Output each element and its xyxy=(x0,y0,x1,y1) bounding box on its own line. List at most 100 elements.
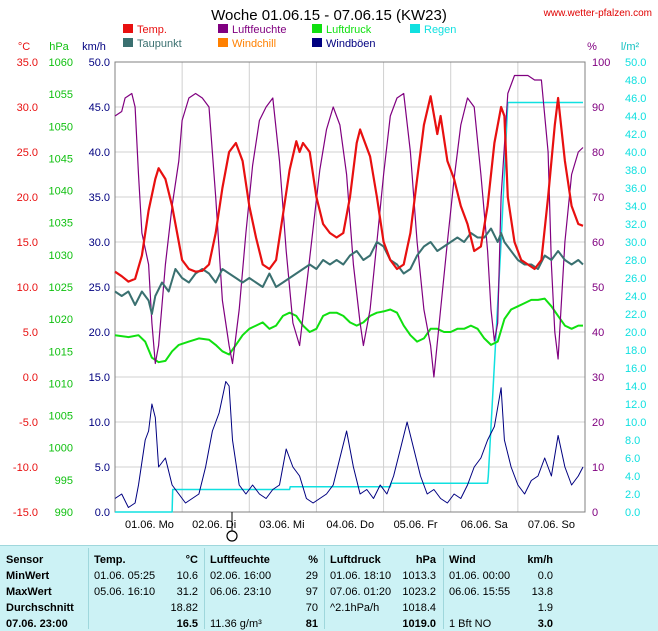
series-regen xyxy=(115,101,583,513)
stats-hum-time: 02.06. 16:00 xyxy=(210,570,272,582)
kmh-tick-label: 40.0 xyxy=(89,147,110,159)
day-label: 05.06. Fr xyxy=(394,519,438,531)
hpa-tick-label: 990 xyxy=(55,507,73,519)
stats-hum-value: 97 xyxy=(305,586,318,598)
hpa-tick-label: 1025 xyxy=(49,282,73,294)
stats-wind-time: 1 Bft NO xyxy=(449,618,492,630)
stats-hum-value: 81 xyxy=(305,618,318,630)
hpa-unit-label: hPa xyxy=(49,41,69,53)
hpa-tick-label: 1010 xyxy=(49,378,73,390)
hpa-tick-label: 1055 xyxy=(49,89,73,101)
series-lines xyxy=(114,74,584,513)
lm2-tick-label: 46.0 xyxy=(625,93,646,105)
stats-wind-time: 01.06. 00:00 xyxy=(449,570,511,582)
stats-press-value: 1019.0 xyxy=(402,618,436,630)
chart-title: Woche 01.06.15 - 07.06.15 (KW23) xyxy=(211,7,447,24)
legend-label: Windböen xyxy=(326,38,376,50)
stats-temp-value: 16.5 xyxy=(176,618,198,630)
lm2-tick-label: 16.0 xyxy=(625,363,646,375)
hpa-tick-label: 1005 xyxy=(49,411,73,423)
stats-temp-value: 10.6 xyxy=(176,570,198,582)
legend-label: Taupunkt xyxy=(137,38,182,50)
stats-row-label: MaxWert xyxy=(6,586,52,598)
series-temp xyxy=(114,95,584,283)
legend-label: Windchill xyxy=(232,38,276,50)
hpa-tick-label: 1035 xyxy=(49,218,73,230)
temp-tick-label: 20.0 xyxy=(17,192,38,204)
stats-row-label: MinWert xyxy=(6,570,50,582)
legend-swatch xyxy=(218,24,228,33)
lm2-tick-label: 20.0 xyxy=(625,327,646,339)
lm2-tick-label: 26.0 xyxy=(625,273,646,285)
hpa-tick-label: 1050 xyxy=(49,121,73,133)
stats-hum-value: 70 xyxy=(305,602,318,614)
lm2-tick-label: 30.0 xyxy=(625,237,646,249)
day-label: 02.06. Di xyxy=(192,519,236,531)
lm2-tick-label: 2.0 xyxy=(625,489,640,501)
lm2-tick-label: 8.0 xyxy=(625,435,640,447)
pct-tick-label: 0 xyxy=(592,507,598,519)
lm2-tick-label: 40.0 xyxy=(625,147,646,159)
kmh-tick-label: 45.0 xyxy=(89,102,110,114)
stats-header-press: Luftdruck xyxy=(330,554,381,566)
lm2-tick-label: 22.0 xyxy=(625,309,646,321)
stats-header-wind-unit: km/h xyxy=(527,554,553,566)
temp-tick-label: 30.0 xyxy=(17,102,38,114)
stats-temp-value: 31.2 xyxy=(176,586,198,598)
legend-label: Temp. xyxy=(137,24,167,36)
stats-header-hum: Luftfeuchte xyxy=(210,554,270,566)
stats-wind-value: 3.0 xyxy=(537,618,553,630)
kmh-tick-label: 20.0 xyxy=(89,327,110,339)
day-label: 06.06. Sa xyxy=(461,519,509,531)
temp-tick-label: -15.0 xyxy=(13,507,38,519)
legend-swatch xyxy=(410,24,420,33)
kmh-tick-label: 15.0 xyxy=(89,372,110,384)
stats-wind-value: 1.9 xyxy=(537,602,553,614)
lm2-unit-label: l/m² xyxy=(621,41,640,53)
lm2-tick-label: 42.0 xyxy=(625,129,646,141)
stats-press-value: 1018.4 xyxy=(402,602,436,614)
lm2-tick-label: 48.0 xyxy=(625,75,646,87)
lm2-tick-label: 34.0 xyxy=(625,201,646,213)
stats-wind-value: 13.8 xyxy=(531,586,553,598)
legend: Temp. Luftfeuchte Luftdruck Regen Taupunkt Wi… xyxy=(123,24,456,50)
legend-label: Regen xyxy=(424,24,456,36)
series-windböen xyxy=(114,381,584,508)
legend-swatch xyxy=(218,38,228,47)
pct-tick-label: 90 xyxy=(592,102,604,114)
day-label: 03.06. Mi xyxy=(259,519,304,531)
stats-press-value: 1023.2 xyxy=(402,586,436,598)
stats-header-temp-unit: °C xyxy=(185,554,198,566)
lm2-tick-label: 32.0 xyxy=(625,219,646,231)
legend-swatch xyxy=(123,24,133,33)
lm2-tick-label: 10.0 xyxy=(625,417,646,429)
temp-tick-label: 25.0 xyxy=(17,147,38,159)
pct-unit-label: % xyxy=(587,41,597,53)
day-label: 07.06. So xyxy=(528,519,575,531)
stats-header-sensor: Sensor xyxy=(6,554,44,566)
pct-tick-label: 70 xyxy=(592,192,604,204)
temp-tick-label: -5.0 xyxy=(19,417,38,429)
hpa-tick-label: 1045 xyxy=(49,153,73,165)
pct-tick-label: 100 xyxy=(592,57,610,69)
pct-tick-label: 20 xyxy=(592,417,604,429)
legend-label: Luftfeuchte xyxy=(232,24,286,36)
legend-swatch xyxy=(312,38,322,47)
kmh-tick-label: 30.0 xyxy=(89,237,110,249)
hpa-tick-label: 1030 xyxy=(49,250,73,262)
stats-table: Sensor Temp. °C Luftfeuchte % Luftdruck … xyxy=(0,545,658,631)
temp-tick-label: 0.0 xyxy=(23,372,38,384)
pct-tick-label: 40 xyxy=(592,327,604,339)
lm2-tick-label: 24.0 xyxy=(625,291,646,303)
temp-tick-label: 35.0 xyxy=(17,57,38,69)
kmh-tick-label: 50.0 xyxy=(89,57,110,69)
kmh-tick-label: 0.0 xyxy=(95,507,110,519)
pct-tick-label: 80 xyxy=(592,147,604,159)
plot-frame xyxy=(114,61,586,513)
legend-swatch xyxy=(123,38,133,47)
temp-tick-label: -10.0 xyxy=(13,462,38,474)
stats-temp-time: 05.06. 16:10 xyxy=(94,586,156,598)
lm2-tick-label: 6.0 xyxy=(625,453,640,465)
hpa-tick-label: 1060 xyxy=(49,57,73,69)
lm2-tick-label: 14.0 xyxy=(625,381,646,393)
